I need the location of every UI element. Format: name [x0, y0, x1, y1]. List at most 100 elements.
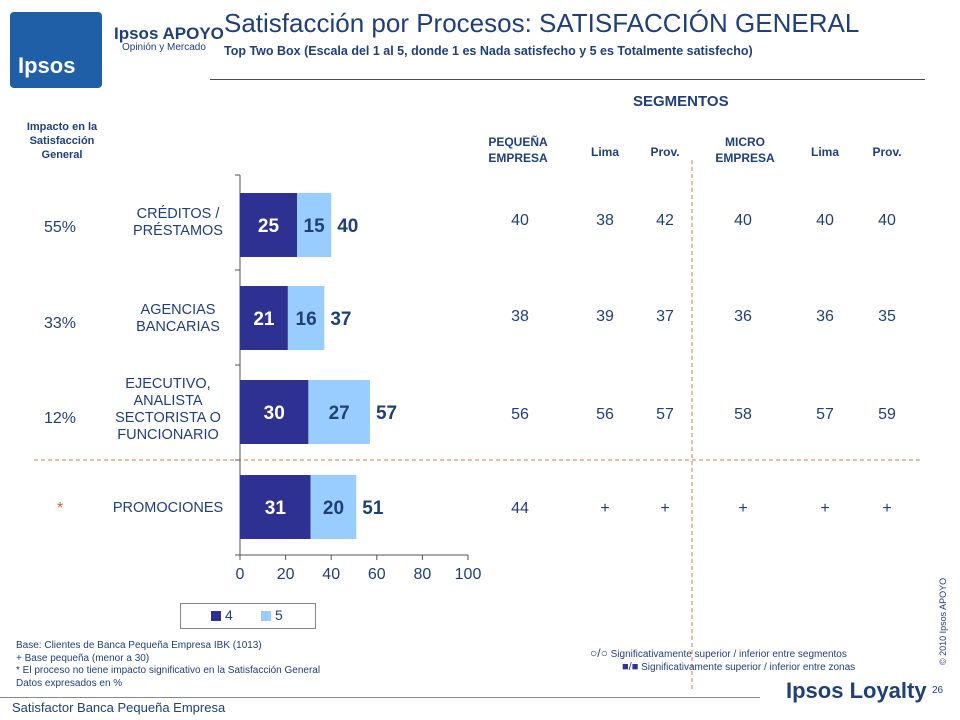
footnote-line: Datos expresados en %: [16, 677, 123, 689]
segment-value: 59: [878, 406, 896, 423]
significance-legend-zones: ■/■ Significativamente superior / inferi…: [622, 661, 855, 673]
x-tick-label: 40: [322, 566, 340, 583]
bar-segment-5: [297, 193, 332, 257]
segment-column-header: Prov.: [650, 145, 680, 159]
bar-value-label-4: 25: [258, 216, 280, 237]
significance-text: Significativamente superior / inferior e…: [641, 662, 856, 673]
segment-value: 35: [878, 308, 896, 325]
bar-segment-4: [240, 193, 297, 257]
bar-total-label: 40: [337, 216, 358, 237]
segment-column-header: PEQUEÑA EMPRESA: [478, 134, 558, 166]
segments-title: SEGMENTOS: [633, 93, 729, 110]
bar-value-label-5: 27: [329, 403, 350, 424]
segment-value: 38: [596, 212, 614, 229]
category-line: FUNCIONARIO: [117, 427, 219, 443]
column-header-line: EMPRESA: [488, 151, 548, 165]
segment-value: +: [738, 500, 748, 517]
legend-swatch-4: [211, 611, 221, 621]
x-tick-label: 20: [277, 566, 295, 583]
column-header-line: PEQUEÑA: [488, 135, 548, 149]
segment-value: 36: [734, 308, 752, 325]
bar-total-label: 37: [330, 309, 351, 330]
bar-segment-4: [240, 380, 309, 444]
segment-value: 40: [816, 212, 834, 229]
bar-segment-4: [240, 475, 311, 539]
legend-label-4: 4: [225, 607, 233, 623]
segment-value: 39: [596, 308, 614, 325]
legend-swatch-5: [261, 611, 271, 621]
category-label: PROMOCIONES: [108, 500, 228, 517]
x-tick-label: 0: [236, 566, 245, 583]
header-divider: [210, 79, 925, 80]
segment-value: +: [660, 500, 670, 517]
category-line: PRÉSTAMOS: [133, 223, 223, 239]
impact-value: 55%: [44, 219, 77, 236]
segment-value: +: [882, 500, 892, 517]
impact-value: *: [57, 500, 64, 517]
x-tick-label: 100: [455, 566, 482, 583]
footnote-line: * El proceso no tiene impacto significat…: [16, 665, 321, 676]
bar-value-label-5: 16: [296, 309, 317, 330]
segment-column-header: Lima: [590, 145, 619, 159]
brand-name: Ipsos APOYO: [114, 24, 224, 43]
x-tick-label: 60: [368, 566, 386, 583]
category-line: ANALISTA: [133, 393, 203, 409]
category-line: SECTORISTA O: [115, 410, 221, 426]
category-label: EJECUTIVO, ANALISTA SECTORISTA O FUNCION…: [108, 376, 228, 444]
segment-value: 40: [878, 212, 896, 229]
segment-value: 56: [596, 406, 614, 423]
significance-legend-segments: ○/○ Significativamente superior / inferi…: [590, 646, 847, 660]
bar-value-label-5: 15: [304, 216, 326, 237]
segment-column-header: Lima: [810, 145, 839, 159]
square-symbols-icon: ■/■: [622, 661, 639, 673]
page-title: Satisfacción por Procesos: SATISFACCIÓN …: [224, 8, 860, 38]
category-line: CRÉDITOS /: [136, 206, 220, 222]
bar-value-label-5: 20: [323, 498, 344, 519]
segment-column-header: MICRO EMPRESA: [700, 134, 790, 166]
impact-value: 12%: [44, 410, 77, 427]
brand-tagline: Opinión y Mercado: [122, 42, 206, 53]
ipsos-logo: [10, 12, 102, 88]
bar-total-label: 57: [376, 403, 397, 424]
bar-total-label: 51: [362, 498, 384, 519]
page-number: 26: [932, 685, 944, 696]
footnotes: Base: Clientes de Banca Pequeña Empresa …: [16, 640, 320, 690]
category-line: AGENCIAS: [140, 302, 216, 318]
x-tick-label: 80: [414, 566, 432, 583]
segment-value: 44: [511, 500, 529, 517]
bar-segment-5: [308, 380, 370, 444]
segment-value: 42: [656, 212, 674, 229]
segment-value: +: [820, 500, 830, 517]
category-label: CRÉDITOS / PRÉSTAMOS: [118, 206, 238, 240]
legend-label-5: 5: [275, 607, 283, 623]
bar-segment-5: [310, 475, 357, 539]
segment-value: +: [600, 500, 610, 517]
footnote-line: + Base pequeña (menor a 30): [16, 652, 150, 664]
column-header-line: MICRO: [725, 135, 765, 149]
footnote-line: Base: Clientes de Banca Pequeña Empresa …: [16, 640, 262, 651]
category-label: AGENCIAS BANCARIAS: [118, 302, 238, 336]
copyright: © 2010 Ipsos APOYO: [938, 577, 948, 665]
segment-value: 36: [816, 308, 834, 325]
segment-value: 57: [816, 406, 834, 423]
segment-value: 57: [656, 406, 674, 423]
bar-value-label-4: 31: [265, 498, 287, 519]
chart-legend: 4 5: [180, 603, 316, 629]
circle-symbols-icon: ○/○: [590, 646, 608, 660]
segment-value: 37: [656, 308, 674, 325]
segment-column-header: Prov.: [872, 145, 902, 159]
footer-text: Satisfactor Banca Pequeña Empresa: [12, 700, 226, 715]
bar-segment-4: [240, 286, 288, 350]
segment-value: 58: [734, 406, 752, 423]
column-header-line: EMPRESA: [715, 151, 775, 165]
impact-header-line: Satisfacción: [29, 135, 95, 147]
bar-segment-5: [287, 286, 325, 350]
category-line: BANCARIAS: [136, 319, 220, 335]
segment-value: 40: [734, 212, 752, 229]
ipsos-loyalty-logo: Ipsos Loyalty: [786, 678, 927, 703]
impact-header: Impacto en la Satisfacción General: [10, 120, 114, 162]
segment-value: 40: [511, 212, 529, 229]
segment-value: 56: [511, 406, 529, 423]
logo-text: Ipsos: [18, 53, 76, 78]
